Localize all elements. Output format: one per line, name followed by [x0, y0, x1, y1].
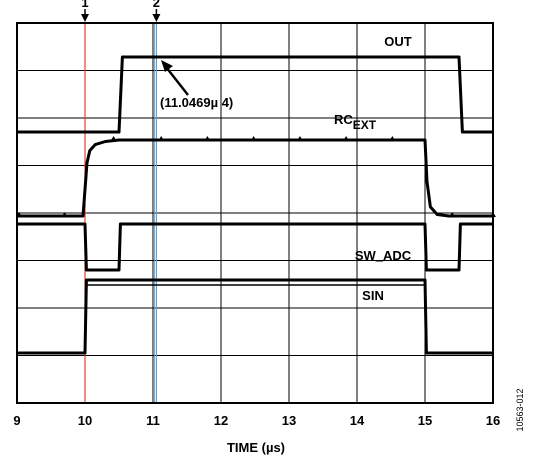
out-label: OUT — [384, 34, 412, 49]
sin-label: SIN — [362, 288, 384, 303]
trace-sw-adc — [17, 222, 493, 272]
annotation-arrow-line — [165, 66, 189, 96]
cursor-triangle — [152, 14, 161, 22]
sample-marker — [250, 136, 257, 141]
x-tick-label: 14 — [350, 413, 365, 428]
rcext-label-main: RC — [334, 112, 353, 127]
cursor-label: 2 — [153, 0, 160, 10]
sample-marker — [343, 136, 350, 141]
x-tick-label: 11 — [146, 413, 160, 428]
rcext-label-sub: EXT — [353, 118, 377, 132]
sample-marker — [389, 136, 396, 141]
cursor-label: 1 — [81, 0, 88, 10]
x-tick-label: 9 — [13, 413, 20, 428]
trace-rcext — [17, 138, 493, 218]
x-tick-label: 10 — [78, 413, 92, 428]
sample-marker — [296, 136, 303, 141]
annotation-text: (11.0469µ 4) — [160, 95, 233, 110]
signal-traces — [16, 55, 496, 355]
cursor-triangle — [81, 14, 89, 22]
sample-marker — [158, 136, 165, 141]
sample-marker — [61, 212, 68, 217]
x-tick-label: 16 — [486, 413, 500, 428]
sample-marker — [110, 136, 117, 141]
plot-frame — [16, 22, 494, 404]
x-tick-label: 13 — [282, 413, 296, 428]
sample-marker — [449, 212, 456, 217]
trace-sin — [17, 278, 493, 355]
trace-out — [17, 55, 493, 134]
x-tick-labels: 9 10 11 12 13 14 15 16 — [13, 413, 500, 428]
x-tick-label: 15 — [418, 413, 432, 428]
x-tick-label: 12 — [214, 413, 228, 428]
rcext-label: RCEXT — [334, 112, 377, 132]
figure-id: 10563-012 — [515, 388, 525, 431]
x-axis-title: TIME (µs) — [227, 440, 285, 455]
annotation-arrow-head — [161, 60, 173, 72]
annotation: (11.0469µ 4) — [160, 60, 233, 110]
sw-adc-label: SW_ADC — [355, 248, 412, 263]
plot-grid — [17, 23, 493, 403]
sample-marker — [204, 136, 211, 141]
